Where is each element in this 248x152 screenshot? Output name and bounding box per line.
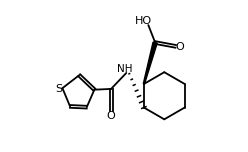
Text: O: O bbox=[176, 42, 185, 52]
Text: O: O bbox=[107, 111, 116, 121]
Text: HO: HO bbox=[134, 16, 152, 26]
Polygon shape bbox=[143, 42, 157, 84]
Text: NH: NH bbox=[117, 64, 132, 74]
Text: S: S bbox=[55, 84, 62, 94]
